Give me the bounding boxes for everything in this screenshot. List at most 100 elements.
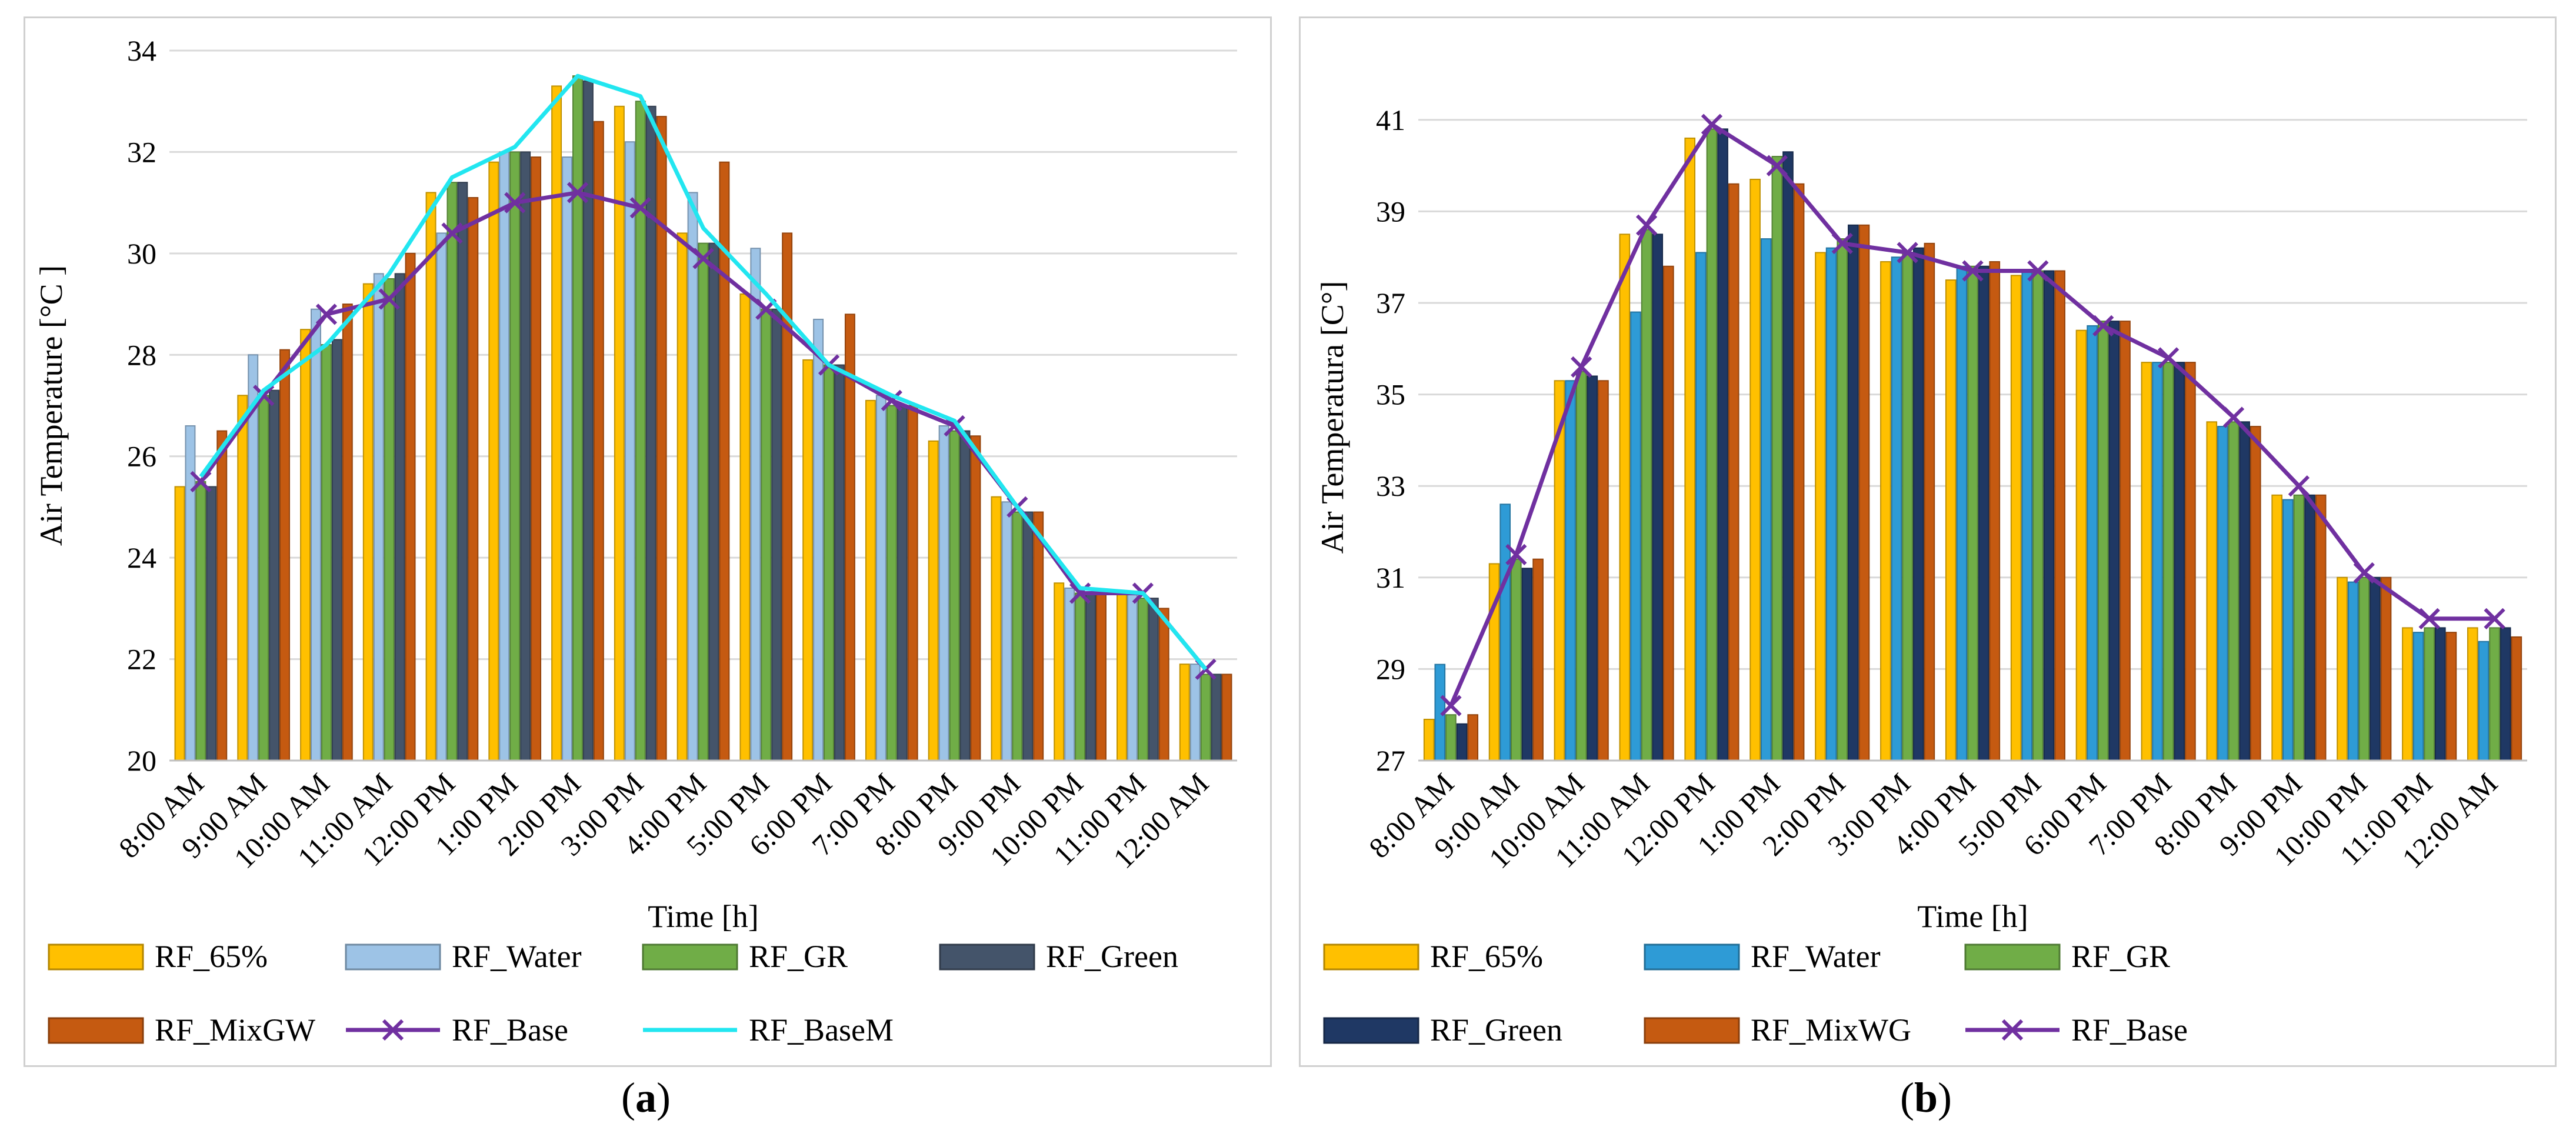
chart-panel-b: 27 29 31 33 35 37 39 41 8:00 AM 9:00 AM 10:00 AM 11…	[1299, 16, 2557, 1067]
legend-item: RF_Base	[346, 1012, 568, 1048]
bar-rf-65--15	[1117, 592, 1127, 761]
bar-rf-mixgw-10	[844, 314, 855, 762]
bar-rf-green-2	[331, 339, 342, 761]
marker-rf-base-14	[2353, 562, 2375, 584]
y-tick-label: 35	[1376, 378, 1405, 411]
bar-rf-green-11	[897, 405, 908, 761]
bar-rf-green-1	[269, 389, 280, 761]
bar-rf-mixwg-14	[2380, 576, 2392, 761]
legend-label: RF_Base	[452, 1012, 568, 1048]
bar-rf-green-0	[206, 486, 217, 761]
bar-rf-mixgw-0	[216, 430, 228, 761]
marker-rf-base-12	[2222, 406, 2245, 428]
bar-rf-water-8	[1956, 265, 1968, 761]
bar-rf-mixgw-14	[1095, 592, 1107, 761]
bar-rf-gr-15	[2424, 627, 2435, 761]
bar-rf-water-16	[2478, 641, 2490, 761]
legend-item: RF_BaseM	[643, 1012, 894, 1048]
bar-rf-gr-16	[1200, 673, 1211, 761]
bar-rf-green-8	[708, 242, 719, 762]
marker-rf-base-7	[629, 197, 651, 219]
bar-rf-water-5	[1760, 238, 1772, 761]
bar-rf-65--14	[1054, 582, 1065, 761]
legend-item: RF_GR	[642, 939, 848, 974]
bar-rf-green-4	[1717, 128, 1728, 762]
y-tick-label: 37	[1376, 286, 1405, 319]
bar-rf-mixwg-8	[1989, 261, 2001, 762]
legend-swatch	[345, 943, 441, 971]
bar-rf-mixwg-2	[1598, 380, 1609, 761]
bar-rf-gr-0	[1445, 714, 1457, 761]
bar-rf-green-12	[2239, 421, 2250, 761]
bar-rf-water-11	[875, 395, 887, 761]
bar-rf-green-9	[2043, 270, 2055, 762]
marker-rf-base-2	[315, 304, 338, 325]
bar-rf-water-7	[1891, 256, 1902, 761]
legend-label: RF_Green	[1046, 939, 1178, 974]
bar-rf-gr-13	[1012, 511, 1023, 761]
legend-item: RF_65%	[1323, 939, 1543, 974]
bar-rf-65--15	[2402, 627, 2413, 761]
caption-a: (a)	[621, 1074, 671, 1121]
bar-rf-gr-0	[195, 481, 206, 761]
bar-rf-green-1	[1521, 568, 1533, 761]
bar-rf-water-13	[2282, 499, 2294, 761]
x-axis-title: Time [h]	[1917, 899, 2028, 934]
legend-label: RF_MixGW	[155, 1012, 315, 1048]
bar-rf-mixwg-9	[2054, 270, 2065, 762]
marker-rf-base-10	[2092, 315, 2114, 337]
legend-swatch	[642, 943, 738, 971]
bar-rf-gr-14	[1075, 592, 1086, 761]
legend-label: RF_MixWG	[1751, 1012, 1911, 1048]
bar-rf-mixwg-5	[1793, 183, 1805, 762]
legend-label: RF_Green	[1430, 1012, 1562, 1048]
bar-rf-water-15	[1127, 592, 1138, 761]
marker-rf-base-2	[1571, 356, 1592, 378]
bar-rf-65--7	[1880, 261, 1891, 762]
legend-label: RF_Water	[1751, 939, 1881, 974]
legend-item: RF_Water	[1644, 939, 1881, 974]
legend-label: RF_65%	[1430, 939, 1543, 974]
bar-rf-65--13	[2271, 494, 2282, 761]
x-axis-title: Time [h]	[648, 899, 759, 934]
y-tick-label: 30	[127, 237, 156, 270]
bar-rf-water-6	[1825, 247, 1837, 761]
bar-rf-65--2	[300, 329, 311, 761]
legend-swatch	[1644, 943, 1740, 971]
bar-rf-65--16	[1179, 663, 1190, 762]
bar-rf-gr-9	[2032, 270, 2044, 762]
y-tick-label: 41	[1376, 104, 1405, 136]
y-tick-label: 20	[127, 744, 156, 777]
bar-rf-65--0	[174, 486, 185, 761]
legend-item: RF_Base	[1965, 1012, 2188, 1048]
bar-rf-water-9	[750, 248, 761, 761]
bar-rf-green-4	[457, 182, 468, 761]
bar-rf-water-14	[1064, 587, 1075, 761]
y-tick-label: 27	[1376, 744, 1405, 777]
legend-swatch	[48, 943, 144, 971]
y-tick-label: 24	[127, 541, 156, 574]
bar-rf-water-4	[1695, 252, 1707, 762]
bar-rf-green-5	[520, 151, 531, 761]
bar-rf-mixwg-10	[2120, 321, 2131, 761]
legend-swatch	[48, 1017, 144, 1044]
bar-rf-gr-5	[509, 151, 521, 761]
bar-rf-water-11	[2152, 362, 2163, 761]
bar-rf-65--5	[1749, 178, 1761, 761]
legend-label: RF_65%	[155, 939, 268, 974]
y-tick-label: 32	[127, 135, 156, 168]
bar-rf-65--8	[677, 232, 688, 762]
bar-rf-green-13	[2304, 494, 2315, 761]
bar-rf-mixgw-2	[342, 304, 353, 762]
bar-rf-gr-12	[949, 430, 960, 761]
bar-rf-65--13	[991, 496, 1002, 762]
bar-rf-gr-11	[2162, 362, 2174, 761]
bar-rf-green-9	[771, 308, 782, 761]
bar-rf-mixwg-1	[1532, 558, 1544, 761]
y-tick-label: 29	[1376, 652, 1405, 685]
bar-rf-water-4	[436, 232, 447, 762]
bar-rf-65--1	[237, 395, 248, 761]
bar-rf-gr-3	[384, 278, 395, 761]
bar-rf-65--12	[928, 440, 939, 761]
